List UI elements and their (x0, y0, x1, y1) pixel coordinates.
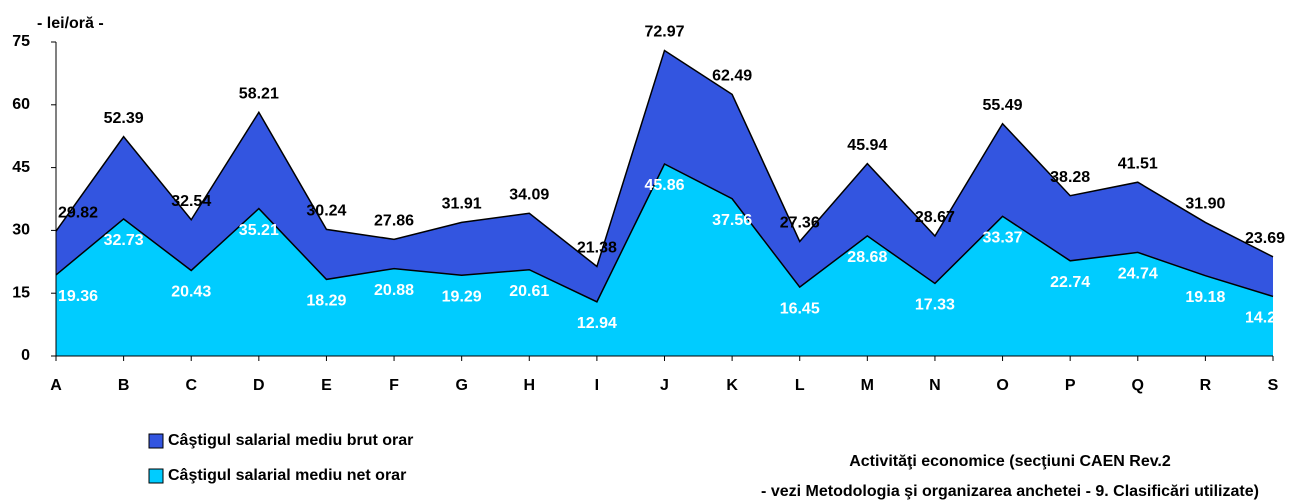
y-tick-label: 45 (12, 159, 30, 176)
data-label: 27.86 (374, 213, 414, 230)
x-tick-label: N (929, 377, 941, 394)
y-tick-label: 60 (12, 96, 30, 113)
data-label: 31.91 (442, 196, 482, 213)
data-label: 72.97 (644, 24, 684, 41)
data-label: 38.28 (1050, 169, 1090, 186)
x-tick-label: S (1268, 377, 1279, 394)
data-label: 23.69 (1245, 230, 1285, 247)
x-tick-label: C (185, 377, 197, 394)
y-tick-label: 30 (12, 222, 30, 239)
area (56, 163, 1273, 356)
data-label: 35.21 (239, 222, 279, 239)
x-tick-label: E (321, 377, 332, 394)
y-axis-label: - lei/oră - (37, 15, 104, 32)
data-label: 28.68 (847, 249, 887, 266)
data-label: 20.61 (509, 283, 549, 300)
y-tick-label: 15 (12, 284, 30, 301)
x-axis-title: - vezi Metodologia şi organizarea anchet… (761, 483, 1259, 500)
data-label: 32.73 (104, 232, 144, 249)
x-tick-label: G (455, 377, 467, 394)
data-label: 34.09 (509, 186, 549, 203)
data-label: 32.54 (171, 193, 211, 210)
data-label: 19.29 (442, 288, 482, 305)
data-label: 58.21 (239, 86, 279, 103)
x-tick-label: D (253, 377, 265, 394)
legend-label: Câştigul salarial mediu brut orar (168, 432, 413, 449)
data-label: 28.67 (915, 209, 955, 226)
data-label: 37.56 (712, 212, 752, 229)
data-label: 31.90 (1185, 196, 1225, 213)
legend-swatch (148, 468, 164, 484)
x-tick-label: A (50, 377, 62, 394)
data-label: 29.82 (58, 204, 98, 221)
x-tick-label: M (861, 377, 874, 394)
x-tick-label: L (795, 377, 805, 394)
data-label: 52.39 (104, 110, 144, 127)
data-label: 19.36 (58, 288, 98, 305)
y-tick-label: 0 (21, 347, 30, 364)
x-tick-label: R (1200, 377, 1212, 394)
data-label: 18.29 (306, 293, 346, 310)
x-axis-title: Activităţi economice (secţiuni CAEN Rev.… (849, 453, 1171, 470)
data-label: 33.37 (983, 230, 1023, 247)
x-tick-label: H (523, 377, 535, 394)
x-tick-label: F (389, 377, 399, 394)
data-label: 21.38 (577, 240, 617, 257)
data-label: 19.18 (1185, 289, 1225, 306)
data-label: 17.33 (915, 297, 955, 314)
data-label: 12.94 (577, 315, 617, 332)
data-label: 20.43 (171, 284, 211, 301)
series-line (55, 49, 1274, 268)
data-label: 62.49 (712, 68, 752, 85)
x-tick-label: B (118, 377, 130, 394)
x-tick-label: P (1065, 377, 1076, 394)
data-label: 16.45 (780, 300, 820, 317)
data-label: 14.23 (1245, 310, 1285, 327)
x-tick-label: O (996, 377, 1008, 394)
data-label: 41.51 (1118, 155, 1158, 172)
data-label: 24.74 (1118, 266, 1158, 283)
data-label: 45.94 (847, 137, 887, 154)
data-label: 20.88 (374, 282, 414, 299)
data-label: 22.74 (1050, 274, 1090, 291)
x-tick-label: Q (1132, 377, 1144, 394)
legend-label: Câştigul salarial mediu net orar (168, 467, 406, 484)
data-label: 45.86 (644, 177, 684, 194)
x-tick-label: I (595, 377, 599, 394)
x-tick-label: J (660, 377, 669, 394)
y-tick-label: 75 (12, 33, 30, 50)
series-line (55, 162, 1274, 303)
data-label: 55.49 (983, 97, 1023, 114)
x-tick-label: K (726, 377, 738, 394)
data-label: 30.24 (306, 203, 346, 220)
legend-swatch (148, 433, 164, 449)
data-label: 27.36 (780, 215, 820, 232)
